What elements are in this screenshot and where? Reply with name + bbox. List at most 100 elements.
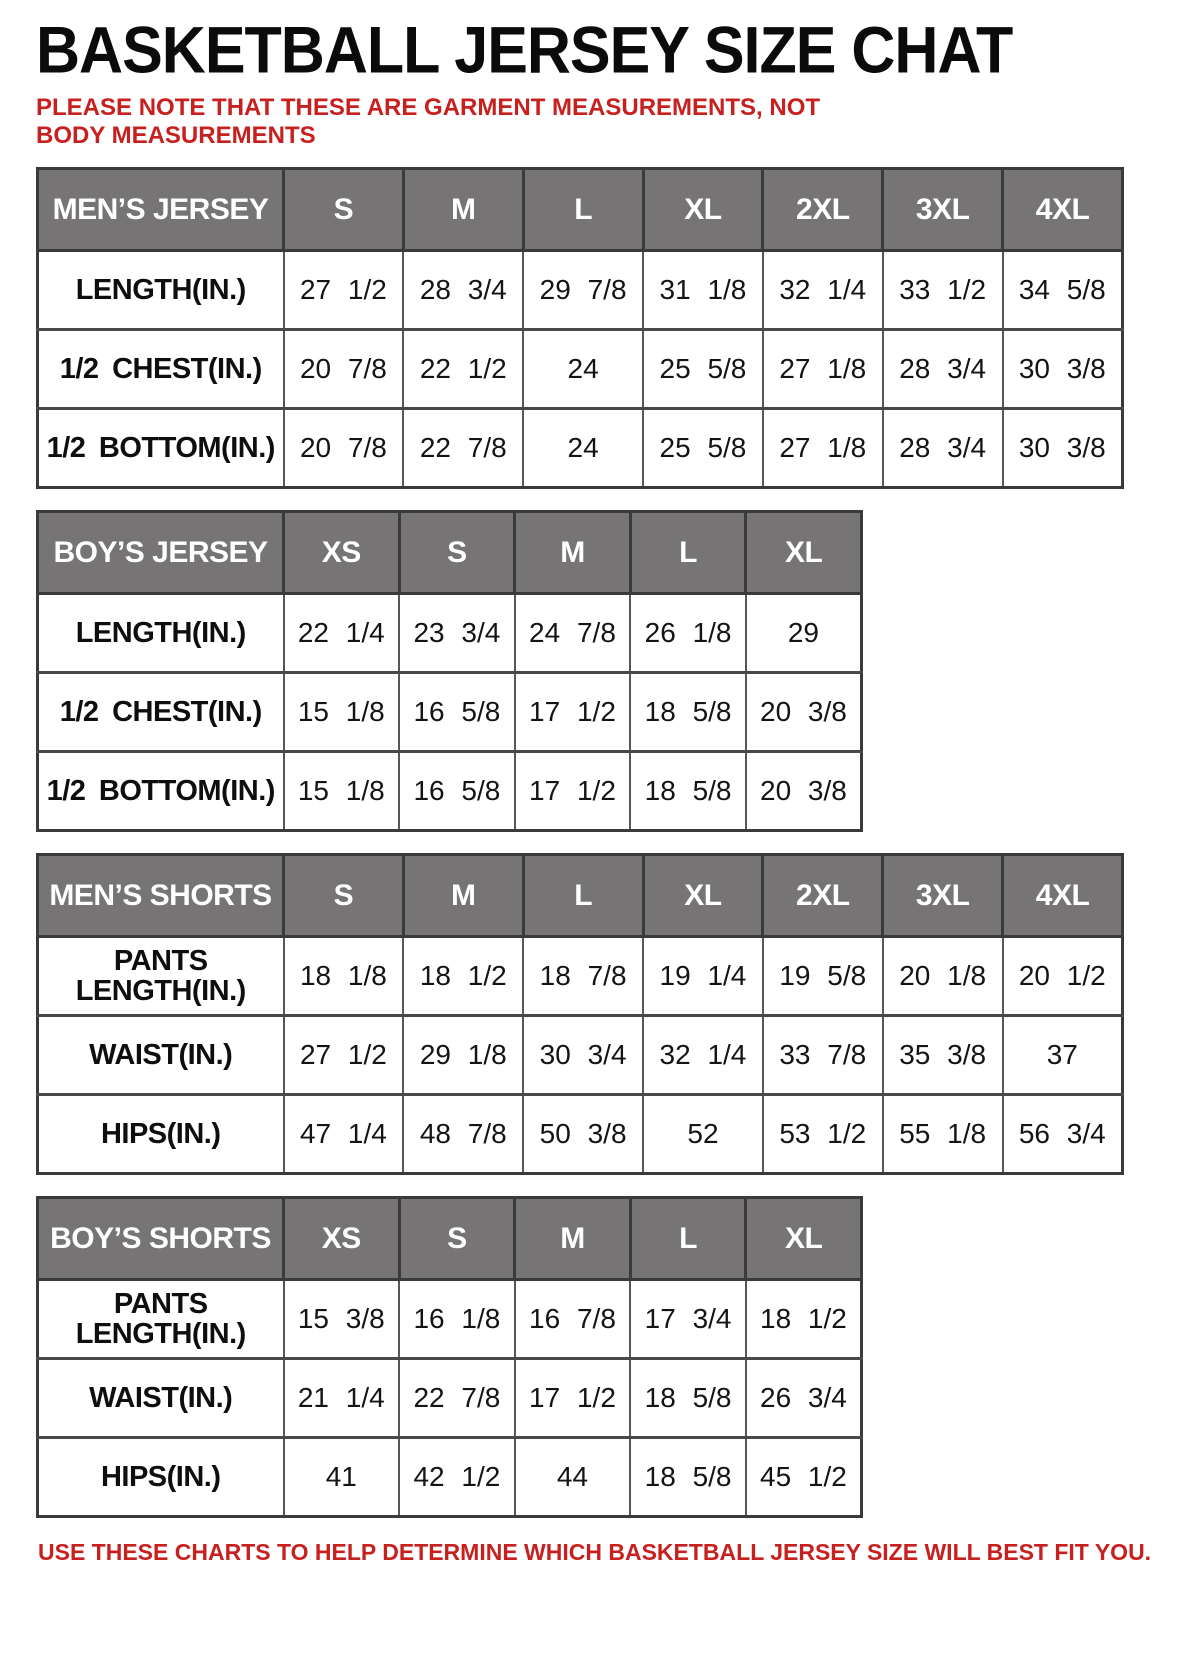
boys-jersey-size-header-cell: S	[397, 510, 517, 596]
size-value-cell: 15 1/8	[282, 671, 401, 753]
garment-measurement-note: PLEASE NOTE THAT THESE ARE GARMENT MEASU…	[36, 94, 821, 150]
boys-jersey-row: 1/2 BOTTOM(IN.) 15 1/8 16 5/8 17 1/2 18 5/8 2…	[36, 750, 863, 832]
row-label-cell: WAIST(IN.)	[36, 1357, 285, 1439]
row-label-cell: LENGTH(IN.)	[36, 592, 285, 674]
boys-shorts-size-header-cell: S	[397, 1196, 517, 1282]
size-value-cell: 18 5/8	[629, 1436, 747, 1518]
size-value-cell: 55 1/8	[881, 1093, 1004, 1175]
size-value-cell: 52	[642, 1093, 764, 1175]
mens-shorts-title-cell: MEN’S SHORTS	[36, 853, 285, 939]
size-value-cell: 33 7/8	[761, 1014, 884, 1096]
boys-jersey-table: BOY’S JERSEY XS S M L XL LENGTH(IN.) 22 1/4 23 3…	[36, 510, 863, 833]
size-value-cell: 18 1/8	[282, 935, 405, 1017]
mens-shorts-size-header-cell: M	[401, 853, 525, 939]
row-label-cell: PANTS LENGTH(IN.)	[36, 935, 285, 1017]
boys-jersey-size-header-cell: M	[513, 510, 632, 596]
row-label-cell: LENGTH(IN.)	[36, 249, 285, 331]
size-value-cell: 26 3/4	[744, 1357, 863, 1439]
mens-jersey-row: 1/2 CHEST(IN.) 20 7/8 22 1/2 24 25 5/8 27 1/8…	[36, 328, 1124, 410]
size-value-cell: 22 7/8	[402, 407, 525, 489]
size-value-cell: 28 3/4	[881, 407, 1004, 489]
boys-shorts-row: HIPS(IN.) 41 42 1/2 44 18 5/8 45 1/2	[36, 1436, 863, 1518]
mens-shorts-header-row: MEN’S SHORTS S M L XL 2XL 3XL 4XL	[36, 853, 1124, 939]
row-label-cell: 1/2 BOTTOM(IN.)	[36, 407, 285, 489]
mens-shorts-row: HIPS(IN.) 47 1/4 48 7/8 50 3/8 52 53 1/2 55 1/…	[36, 1093, 1124, 1175]
mens-jersey-title-cell: MEN’S JERSEY	[36, 167, 285, 253]
size-value-cell: 29	[744, 592, 863, 674]
size-value-cell: 19 1/4	[642, 935, 764, 1017]
size-value-cell: 24	[522, 407, 645, 489]
mens-jersey-header-row: MEN’S JERSEY S M L XL 2XL 3XL 4XL	[36, 167, 1124, 253]
size-value-cell: 28 3/4	[881, 328, 1004, 410]
mens-jersey-size-header-cell: L	[521, 167, 645, 253]
mens-jersey-size-header-cell: 4XL	[1001, 167, 1124, 253]
size-value-cell: 30 3/8	[1001, 328, 1124, 410]
size-value-cell: 16 7/8	[513, 1278, 632, 1360]
boys-jersey-row: LENGTH(IN.) 22 1/4 23 3/4 24 7/8 26 1/8 29	[36, 592, 863, 674]
boys-jersey-size-header-cell: L	[628, 510, 748, 596]
size-value-cell: 35 3/8	[881, 1014, 1004, 1096]
size-value-cell: 45 1/2	[744, 1436, 863, 1518]
size-value-cell: 27 1/2	[282, 1014, 405, 1096]
size-value-cell: 19 5/8	[761, 935, 884, 1017]
mens-jersey-size-header-cell: XL	[641, 167, 765, 253]
boys-jersey-size-header-cell: XL	[744, 510, 863, 596]
size-value-cell: 18 1/2	[402, 935, 525, 1017]
row-label-cell: PANTS LENGTH(IN.)	[36, 1278, 285, 1360]
size-value-cell: 20 7/8	[282, 407, 405, 489]
size-value-cell: 24	[522, 328, 645, 410]
size-value-cell: 20 3/8	[744, 750, 863, 832]
size-value-cell: 24 7/8	[513, 592, 632, 674]
boys-shorts-size-header-cell: L	[628, 1196, 748, 1282]
size-value-cell: 16 5/8	[398, 750, 516, 832]
size-value-cell: 50 3/8	[522, 1093, 645, 1175]
size-value-cell: 47 1/4	[282, 1093, 405, 1175]
size-value-cell: 17 3/4	[629, 1278, 747, 1360]
row-label-cell: 1/2 CHEST(IN.)	[36, 671, 285, 753]
boys-jersey-size-header-cell: XS	[282, 510, 401, 596]
size-value-cell: 22 1/2	[402, 328, 525, 410]
size-value-cell: 15 3/8	[282, 1278, 401, 1360]
mens-shorts-size-header-cell: L	[521, 853, 645, 939]
size-value-cell: 33 1/2	[881, 249, 1004, 331]
size-value-cell: 15 1/8	[282, 750, 401, 832]
row-label-cell: HIPS(IN.)	[36, 1093, 285, 1175]
boys-jersey-row: 1/2 CHEST(IN.) 15 1/8 16 5/8 17 1/2 18 5/8 20…	[36, 671, 863, 753]
size-value-cell: 28 3/4	[402, 249, 525, 331]
page-title: BASKETBALL JERSEY SIZE CHAT	[36, 13, 1013, 87]
size-value-cell: 22 1/4	[282, 592, 401, 674]
size-value-cell: 16 1/8	[398, 1278, 516, 1360]
size-value-cell: 56 3/4	[1001, 1093, 1124, 1175]
boys-shorts-size-header-cell: XL	[744, 1196, 863, 1282]
size-value-cell: 21 1/4	[282, 1357, 401, 1439]
size-value-cell: 29 1/8	[402, 1014, 525, 1096]
size-value-cell: 30 3/4	[522, 1014, 645, 1096]
boys-shorts-size-header-cell: M	[513, 1196, 632, 1282]
size-value-cell: 32 1/4	[642, 1014, 764, 1096]
size-value-cell: 17 1/2	[513, 671, 632, 753]
size-value-cell: 34 5/8	[1001, 249, 1124, 331]
size-value-cell: 18 5/8	[629, 671, 747, 753]
mens-shorts-size-header-cell: S	[282, 853, 405, 939]
mens-shorts-row: WAIST(IN.) 27 1/2 29 1/8 30 3/4 32 1/4 33 7/8…	[36, 1014, 1124, 1096]
size-value-cell: 37	[1001, 1014, 1124, 1096]
size-value-cell: 18 1/2	[744, 1278, 863, 1360]
size-value-cell: 18 5/8	[629, 750, 747, 832]
size-value-cell: 44	[513, 1436, 632, 1518]
row-label-cell: HIPS(IN.)	[36, 1436, 285, 1518]
size-value-cell: 25 5/8	[642, 328, 764, 410]
size-value-cell: 22 7/8	[398, 1357, 516, 1439]
size-value-cell: 29 7/8	[522, 249, 645, 331]
boys-jersey-header-row: BOY’S JERSEY XS S M L XL	[36, 510, 863, 596]
row-label-cell: 1/2 BOTTOM(IN.)	[36, 750, 285, 832]
size-value-cell: 31 1/8	[642, 249, 764, 331]
size-value-cell: 41	[282, 1436, 401, 1518]
row-label-cell: WAIST(IN.)	[36, 1014, 285, 1096]
boys-shorts-row: WAIST(IN.) 21 1/4 22 7/8 17 1/2 18 5/8 26 3/4	[36, 1357, 863, 1439]
fit-advice-note: USE THESE CHARTS TO HELP DETERMINE WHICH…	[38, 1539, 1152, 1566]
row-label-cell: 1/2 CHEST(IN.)	[36, 328, 285, 410]
size-value-cell: 18 5/8	[629, 1357, 747, 1439]
size-value-cell: 23 3/4	[398, 592, 516, 674]
mens-jersey-size-header-cell: M	[401, 167, 525, 253]
size-chart-page: BASKETBALL JERSEY SIZE CHAT PLEASE NOTE …	[36, 13, 1152, 1566]
